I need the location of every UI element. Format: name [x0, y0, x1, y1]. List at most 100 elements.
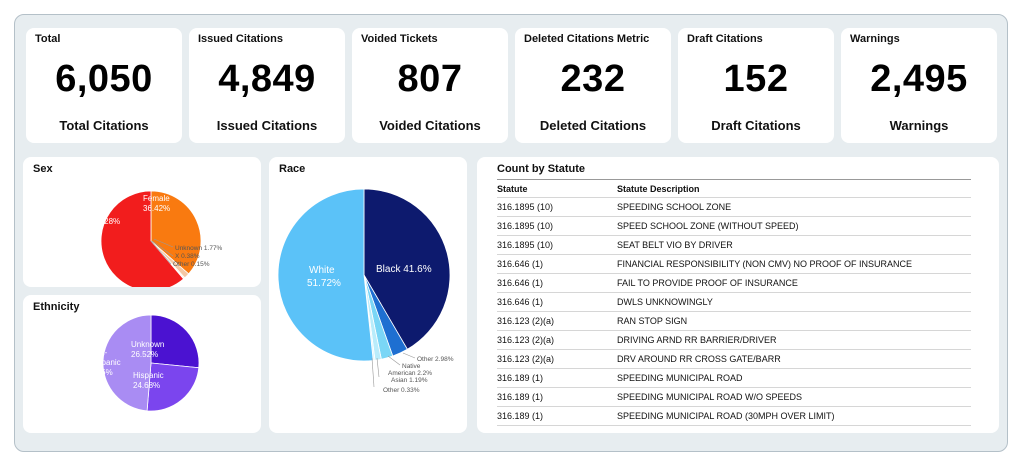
cell-description: SPEED SCHOOL ZONE (WITHOUT SPEED): [617, 221, 799, 231]
ethnicity-pie-chart: Unknown 26.52% Hispanic 24.68% Non- Hisp…: [90, 314, 200, 412]
slice-label-white: White: [309, 265, 335, 276]
table-row[interactable]: 316.1895 (10) SPEEDING SCHOOL ZONE: [497, 198, 971, 217]
kpi-value: 152: [723, 58, 789, 100]
table-row[interactable]: 316.1895 (10) SEAT BELT VIO BY DRIVER: [497, 236, 971, 255]
cell-statute: 316.189 (1): [497, 411, 544, 421]
column-header-description[interactable]: Statute Description: [617, 183, 700, 194]
kpi-value: 807: [397, 58, 463, 100]
cell-statute: 316.1895 (10): [497, 202, 554, 212]
kpi-card-deleted[interactable]: Deleted Citations Metric 232 Deleted Cit…: [515, 28, 671, 143]
table-row[interactable]: 316.123 (2)(a) RAN STOP SIGN: [497, 312, 971, 331]
cell-statute: 316.189 (1): [497, 392, 544, 402]
pie-slice-black[interactable]: [363, 188, 451, 350]
kpi-title: Issued Citations: [198, 33, 283, 45]
panel-title: Ethnicity: [33, 301, 80, 313]
pie-slice-non-hispanic[interactable]: [102, 314, 152, 412]
slice-label-native-2: American 2.2%: [388, 370, 432, 377]
table-row[interactable]: 316.189 (1) SPEEDING MUNICIPAL ROAD W/O S…: [497, 388, 971, 407]
cell-statute: 316.646 (1): [497, 278, 544, 288]
table-row[interactable]: 316.1895 (10) SPEED SCHOOL ZONE (WITHOUT …: [497, 217, 971, 236]
table-row[interactable]: 316.123 (2)(a) DRIVING ARND RR BARRIER/DR…: [497, 331, 971, 350]
panel-title: Race: [279, 163, 306, 175]
table-header-row: Statute Statute Description: [497, 179, 971, 198]
leader-line-other: [402, 352, 416, 359]
kpi-value: 232: [560, 58, 626, 100]
slice-label-unknown: Unknown: [131, 340, 164, 349]
kpi-card-draft[interactable]: Draft Citations 152 Draft Citations: [678, 28, 834, 143]
kpi-value: 6,050: [55, 58, 153, 100]
kpi-title: Warnings: [850, 33, 900, 45]
pie-slice-white[interactable]: [277, 188, 374, 362]
kpi-title: Deleted Citations Metric: [524, 33, 650, 45]
table-row[interactable]: 316.189 (1) SPEEDING MUNICIPAL ROAD: [497, 369, 971, 388]
slice-pct-unknown: 26.52%: [131, 350, 158, 359]
kpi-title: Voided Tickets: [361, 33, 438, 45]
race-pie-slices: [277, 188, 451, 362]
kpi-card-issued[interactable]: Issued Citations 4,849 Issued Citations: [189, 28, 345, 143]
kpi-card-total[interactable]: Total 6,050 Total Citations: [26, 28, 182, 143]
slice-pct-male: 61.28%: [93, 217, 120, 226]
statute-table-card: Count by Statute Statute Statute Descrip…: [477, 157, 999, 433]
statute-table: Statute Statute Description 316.1895 (10…: [497, 179, 971, 426]
cell-statute: 316.123 (2)(a): [497, 335, 555, 345]
cell-description: FAIL TO PROVIDE PROOF OF INSURANCE: [617, 278, 798, 288]
slice-label-x: X 0.38%: [175, 253, 200, 260]
kpi-card-warnings[interactable]: Warnings 2,495 Warnings: [841, 28, 997, 143]
panel-title: Sex: [33, 163, 53, 175]
leader-line-other-small: [371, 357, 375, 388]
table-row[interactable]: 316.123 (2)(a) DRV AROUND RR CROSS GATE/B…: [497, 350, 971, 369]
race-pie-chart: Black 41.6% White 51.72% Other 2.98% Nat…: [277, 188, 454, 394]
slice-label-unknown: Unknown 1.77%: [175, 245, 223, 252]
slice-label-male: Male: [93, 207, 111, 216]
cell-statute: 316.646 (1): [497, 259, 544, 269]
slice-label-other-small: Other 0.33%: [383, 387, 420, 394]
slice-pct-white: 51.72%: [307, 278, 341, 289]
ethnicity-chart-card: Ethnicity Unknown 26.52% Hispanic 24.68%…: [23, 295, 261, 433]
cell-statute: 316.1895 (10): [497, 221, 554, 231]
cell-statute: 316.189 (1): [497, 373, 544, 383]
kpi-label: Warnings: [889, 118, 949, 133]
cell-statute: 316.1895 (10): [497, 240, 554, 250]
pie-slice-unknown[interactable]: [150, 314, 200, 369]
cell-description: DRV AROUND RR CROSS GATE/BARR: [617, 354, 781, 364]
table-row[interactable]: 316.646 (1) FINANCIAL RESPONSIBILITY (NON…: [497, 255, 971, 274]
pie-slice-male[interactable]: [100, 190, 185, 287]
table-title: Count by Statute: [497, 163, 585, 175]
slice-pct-female: 36.42%: [143, 204, 170, 213]
cell-description: DRIVING ARND RR BARRIER/DRIVER: [617, 335, 777, 345]
slice-label-female: Female: [143, 194, 170, 203]
cell-description: SPEEDING MUNICIPAL ROAD (30MPH OVER LIMI…: [617, 411, 835, 421]
slice-label-other: Other 0.15%: [173, 261, 210, 268]
kpi-card-voided[interactable]: Voided Tickets 807 Voided Citations: [352, 28, 508, 143]
slice-label-hispanic: Hispanic: [133, 371, 164, 380]
slice-label-asian: Asian 1.19%: [391, 377, 428, 384]
sex-pie-chart: Female 36.42% Male 61.28% Unknown 1.77% …: [93, 190, 223, 287]
kpi-label: Draft Citations: [711, 118, 801, 133]
column-header-statute[interactable]: Statute: [497, 183, 528, 194]
cell-statute: 316.646 (1): [497, 297, 544, 307]
table-row[interactable]: 316.646 (1) DWLS UNKNOWINGLY: [497, 293, 971, 312]
kpi-value: 2,495: [870, 58, 968, 100]
leader-line-native: [387, 355, 401, 366]
slice-label-black: Black 41.6%: [376, 264, 432, 275]
cell-statute: 316.123 (2)(a): [497, 354, 555, 364]
cell-description: SPEEDING MUNICIPAL ROAD: [617, 373, 743, 383]
leader-line-asian: [376, 357, 380, 378]
kpi-value: 4,849: [218, 58, 316, 100]
kpi-label: Voided Citations: [379, 118, 481, 133]
table-row[interactable]: 316.646 (1) FAIL TO PROVIDE PROOF OF INSU…: [497, 274, 971, 293]
pie-slice-hispanic[interactable]: [146, 362, 200, 412]
slice-pct-hispanic: 24.68%: [133, 381, 160, 390]
ethnicity-pie-slices: [102, 314, 200, 412]
slice-label-non-hispanic: Non-: [90, 348, 108, 357]
kpi-title: Total: [35, 33, 61, 45]
cell-description: DWLS UNKNOWINGLY: [617, 297, 713, 307]
table-row[interactable]: 316.189 (1) SPEEDING MUNICIPAL ROAD (30MP…: [497, 407, 971, 426]
kpi-title: Draft Citations: [687, 33, 763, 45]
table-body: 316.1895 (10) SPEEDING SCHOOL ZONE 316.189…: [497, 198, 971, 426]
cell-statute: 316.123 (2)(a): [497, 316, 555, 326]
sex-chart-card: Sex Female 36.42% Male 61.28% Unknown 1.…: [23, 157, 261, 287]
kpi-label: Deleted Citations: [539, 118, 647, 133]
pie-slice-female[interactable]: [150, 190, 202, 275]
cell-description: SPEEDING SCHOOL ZONE: [617, 202, 732, 212]
